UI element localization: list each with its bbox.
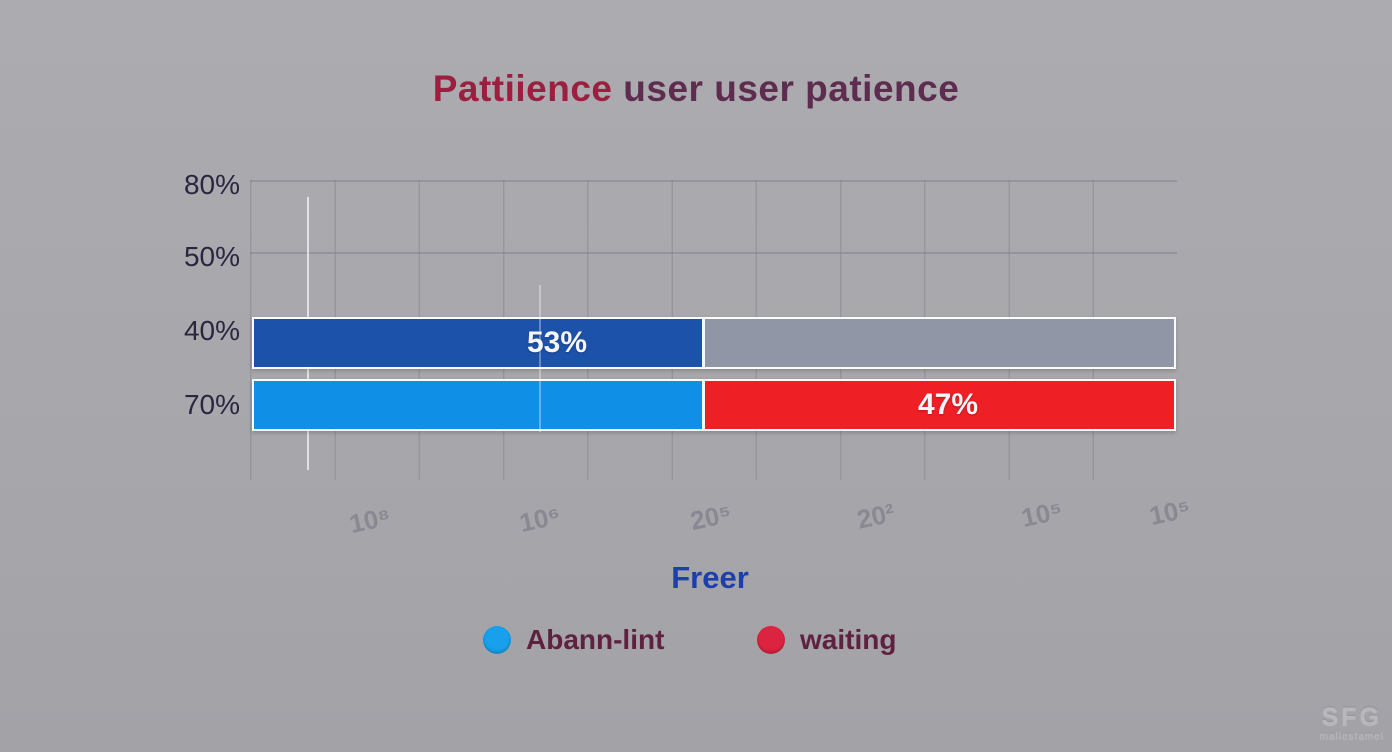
y-tick-40: 40% xyxy=(183,315,240,346)
x-tick-2: 10⁶ xyxy=(516,500,564,538)
gridline-horizontal-50 xyxy=(250,252,1177,254)
x-tick-3: 20⁵ xyxy=(687,498,735,536)
bar-segment-top-filled xyxy=(254,319,705,367)
bar-value-label-bottom: 47% xyxy=(917,388,979,421)
legend-item-abann-lint: Abann-lint xyxy=(483,622,664,658)
x-axis-title: Freer xyxy=(671,560,749,595)
x-tick-6: 10⁵ xyxy=(1146,493,1194,531)
legend-dot-red-icon xyxy=(757,626,785,654)
x-tick-4: 20² xyxy=(854,497,898,535)
bar-segment-bottom-red xyxy=(704,381,1174,429)
x-tick-1: 10⁸ xyxy=(346,501,394,539)
chart-title-bold: Pattiience xyxy=(432,68,613,109)
chart-title-rest: user user patience xyxy=(612,68,960,109)
watermark-subtext: mallestamel xyxy=(1319,731,1384,742)
watermark: SFG mallestamel xyxy=(1320,705,1384,742)
x-tick-5: 10⁵ xyxy=(1018,495,1066,533)
y-tick-80: 80% xyxy=(183,169,240,200)
bar-segment-bottom-blue xyxy=(254,381,705,429)
chart-title: Pattiience user user patience xyxy=(0,68,1392,110)
gridline-horizontal-80 xyxy=(250,180,1177,182)
legend-item-waiting: waiting xyxy=(757,622,896,658)
bar-value-label-top: 53% xyxy=(526,326,588,359)
legend-label: Abann-lint xyxy=(526,624,665,655)
legend-label: waiting xyxy=(800,624,897,655)
bar-row-top xyxy=(252,317,1176,369)
y-tick-50: 50% xyxy=(183,241,240,272)
y-tick-70: 70% xyxy=(183,389,240,420)
legend: Abann-lint waiting xyxy=(0,622,1392,658)
legend-dot-blue-icon xyxy=(483,626,511,654)
bar-row-bottom xyxy=(252,379,1176,431)
accent-line-mid xyxy=(539,285,541,432)
bar-segment-top-remainder xyxy=(704,319,1174,367)
watermark-logo-text: SFG xyxy=(1321,703,1383,731)
